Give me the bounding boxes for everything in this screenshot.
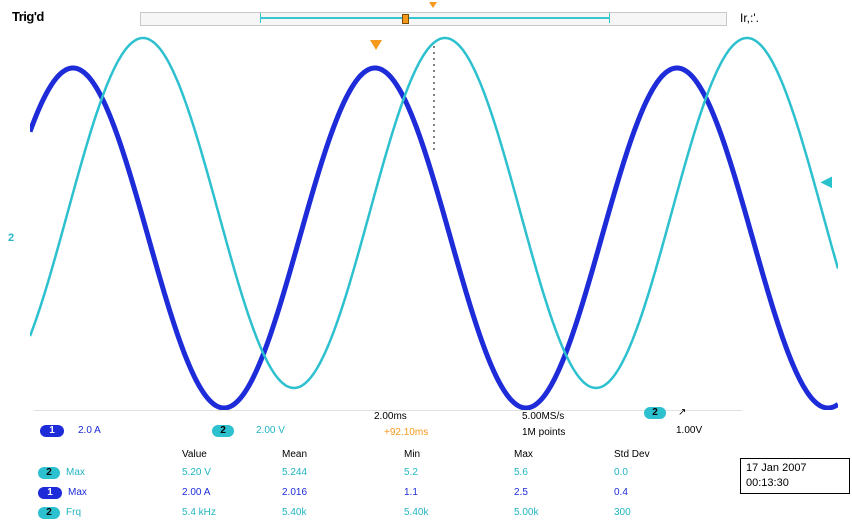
record-view-window[interactable] xyxy=(260,13,610,23)
meas2-name[interactable]: Max xyxy=(68,487,87,498)
meas1-std: 0.0 xyxy=(614,467,628,478)
date-time-box: 17 Jan 2007 00:13:30 xyxy=(740,458,850,494)
meas3-min: 5.40k xyxy=(404,507,429,518)
meas3-name[interactable]: Frq xyxy=(66,507,81,518)
ch1-waveform xyxy=(30,65,838,410)
acquisition-status: Trig'd xyxy=(12,9,44,24)
ch1-badge[interactable]: 1 xyxy=(40,425,64,437)
meas2-std: 0.4 xyxy=(614,487,628,498)
meas-header-mean: Mean xyxy=(282,449,308,460)
trigger-point-icon xyxy=(429,2,437,8)
meas1-value: 5.20 V xyxy=(182,467,211,478)
trigger-source-badge[interactable]: 2 xyxy=(644,407,666,419)
trigger-level[interactable]: 1.00V xyxy=(676,425,703,436)
meas2-mean: 2.016 xyxy=(282,487,308,498)
meas1-max: 5.6 xyxy=(514,467,528,478)
trigger-slope-icon: ↗ xyxy=(678,407,687,418)
meas2-min: 1.1 xyxy=(404,487,418,498)
meas2-badge[interactable]: 1 xyxy=(38,487,62,499)
record-overview-bar[interactable] xyxy=(140,12,727,26)
trigger-level-icon[interactable]: ◀ xyxy=(821,173,832,189)
readout-panel: 1 2.0 A 2 2.00 V 2.00ms +92.10ms 5.00MS/… xyxy=(34,407,742,523)
meas-header-value: Value xyxy=(182,449,207,460)
waveform-svg xyxy=(30,36,838,410)
meas-header-std: Std Dev xyxy=(614,449,650,460)
horizontal-scale[interactable]: 2.00ms xyxy=(374,411,407,422)
meas-header-max: Max xyxy=(514,449,533,460)
sample-rate: 5.00MS/s xyxy=(522,411,565,422)
meas1-mean: 5.244 xyxy=(282,467,308,478)
top-status-bar: Trig'd Ir,:'. xyxy=(0,0,852,30)
trigger-marker-icon xyxy=(370,40,382,50)
meas-header-min: Min xyxy=(404,449,421,460)
meas3-value: 5.4 kHz xyxy=(182,507,216,518)
top-right-label: Ir,:'. xyxy=(740,11,759,25)
time-label: 00:13:30 xyxy=(746,477,789,489)
meas2-value: 2.00 A xyxy=(182,487,211,498)
date-label: 17 Jan 2007 xyxy=(746,462,807,474)
meas3-badge[interactable]: 2 xyxy=(38,507,60,519)
meas1-min: 5.2 xyxy=(404,467,418,478)
meas3-mean: 5.40k xyxy=(282,507,307,518)
record-length: 1M points xyxy=(522,427,566,438)
ch2-ground-marker[interactable]: 2 xyxy=(8,232,15,244)
ch1-scale[interactable]: 2.0 A xyxy=(78,425,101,436)
meas1-badge[interactable]: 2 xyxy=(38,467,60,479)
meas1-name[interactable]: Max xyxy=(66,467,85,478)
meas3-std: 300 xyxy=(614,507,631,518)
meas3-max: 5.00k xyxy=(514,507,539,518)
trigger-position-marker[interactable] xyxy=(402,14,409,24)
ch2-badge[interactable]: 2 xyxy=(212,425,234,437)
meas2-max: 2.5 xyxy=(514,487,528,498)
waveform-graticule[interactable] xyxy=(30,28,838,410)
ch2-waveform xyxy=(30,36,838,390)
ch2-scale[interactable]: 2.00 V xyxy=(256,425,285,436)
trigger-position[interactable]: +92.10ms xyxy=(384,427,429,438)
